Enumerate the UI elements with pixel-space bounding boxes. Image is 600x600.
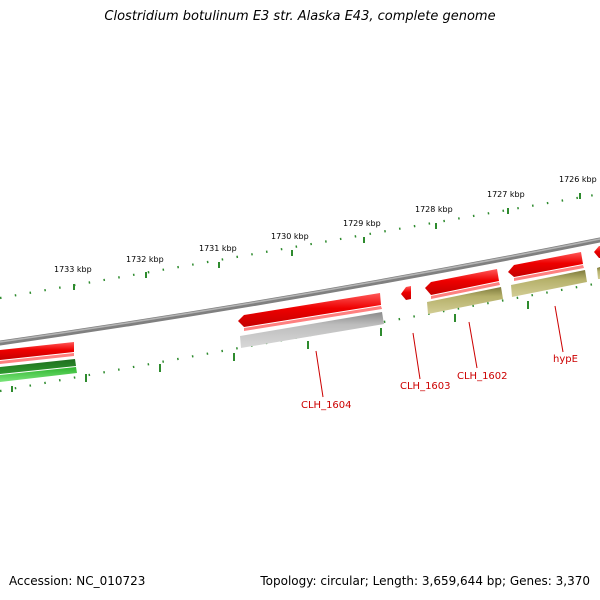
gene-arrow[interactable] (425, 269, 499, 295)
gene-label-clh1603: CLH_1603 (400, 381, 451, 392)
gene-arrow[interactable] (0, 359, 76, 374)
ruler-tick-label: 1728 kbp (415, 205, 453, 214)
gene-arrow[interactable] (431, 282, 500, 299)
reverse-strand-genes (0, 267, 600, 382)
gene-arrow[interactable] (0, 367, 77, 382)
genome-backbone (0, 237, 600, 346)
topology-text: Topology: circular; Length: 3,659,644 bp… (260, 574, 590, 588)
map-title: Clostridium botulinum E3 str. Alaska E43… (104, 9, 496, 24)
gene-arrow[interactable] (244, 306, 382, 331)
forward-strand-genes (0, 246, 600, 364)
gene-arrow[interactable] (401, 286, 411, 300)
gene-arrow[interactable] (514, 265, 584, 281)
gene-label-clh1604: CLH_1604 (301, 400, 352, 411)
ruler-tick-label: 1732 kbp (126, 255, 164, 264)
gene-arrow[interactable] (511, 270, 587, 297)
inner-ruler (0, 281, 600, 393)
gene-arrow[interactable] (594, 246, 600, 258)
gene-arrow[interactable] (0, 353, 74, 364)
gene-arrow[interactable] (0, 342, 74, 360)
gene-arrow[interactable] (508, 252, 583, 277)
ruler-tick-label: 1733 kbp (54, 265, 92, 274)
gene-arrow[interactable] (238, 293, 381, 327)
ruler-tick-label: 1729 kbp (343, 219, 381, 228)
outer-ruler: 1733 kbp 1732 kbp 1731 kbp 1730 kbp 1729… (0, 175, 600, 300)
gene-label-leaders (315, 305, 564, 398)
gene-label-clh1602: CLH_1602 (457, 371, 508, 382)
accession-text: Accession: NC_010723 (9, 574, 146, 588)
gene-label-hype: hypE (553, 354, 578, 365)
ruler-tick-label: 1730 kbp (271, 232, 309, 241)
gene-arrow[interactable] (240, 312, 384, 348)
ruler-tick-label: 1731 kbp (199, 244, 237, 253)
gene-arrow[interactable] (597, 267, 600, 279)
gene-arrow[interactable] (427, 287, 503, 314)
ruler-tick-label: 1726 kbp (559, 175, 597, 184)
ruler-tick-label: 1727 kbp (487, 190, 525, 199)
